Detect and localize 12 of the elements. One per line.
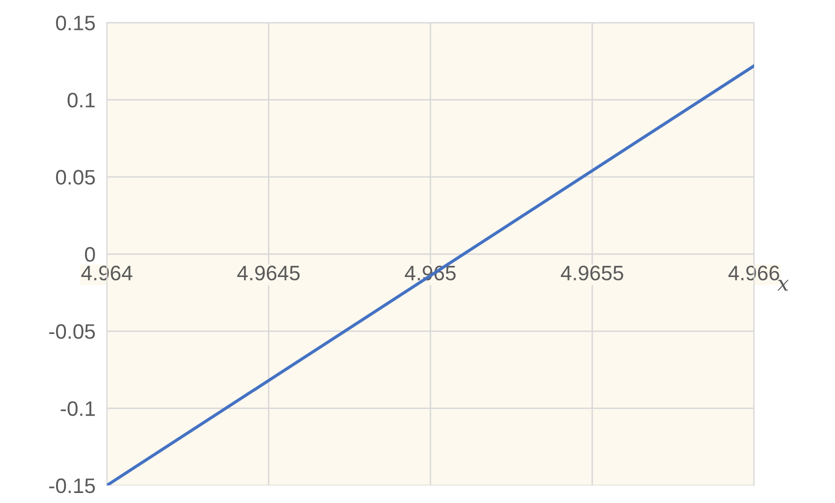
- y-tick-label: 0.15: [56, 16, 95, 30]
- x-tick-label: 4.9645: [237, 266, 300, 280]
- y-tick-label: -0.1: [60, 401, 95, 416]
- y-tick-label: -0.05: [49, 324, 95, 339]
- x-tick-label: 4.964: [81, 266, 132, 280]
- x-tick-label: 4.9655: [560, 266, 624, 280]
- y-tick-label: 0.05: [56, 170, 95, 185]
- y-tick-label: -0.15: [49, 478, 95, 494]
- x-tick-label: 4.966: [728, 266, 780, 280]
- y-tick-label: 0: [84, 247, 95, 262]
- y-tick-label: 0.1: [68, 92, 95, 108]
- x-axis-title: x: [777, 280, 789, 291]
